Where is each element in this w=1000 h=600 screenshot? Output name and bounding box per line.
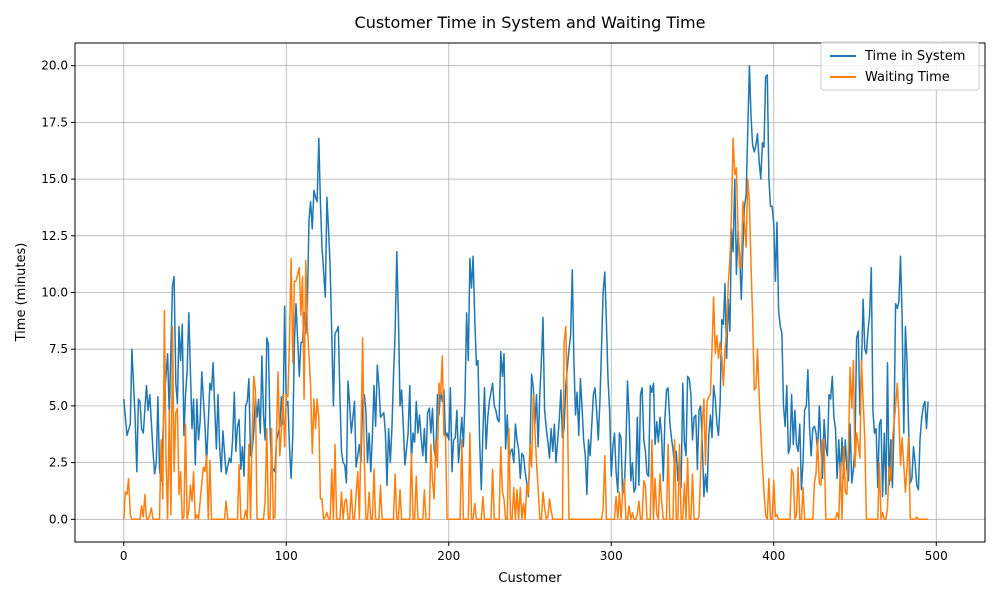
- x-tick-label: 0: [120, 549, 128, 563]
- y-tick-label: 0.0: [49, 512, 68, 526]
- x-tick-label: 500: [925, 549, 948, 563]
- legend: Time in System Waiting Time: [820, 41, 980, 91]
- y-tick-label: 15.0: [41, 172, 68, 186]
- y-tick-label: 10.0: [41, 286, 68, 300]
- x-tick-label: 400: [762, 549, 785, 563]
- series-line-waiting-time: [123, 137, 929, 521]
- series-lines: [123, 64, 929, 521]
- chart-title: Customer Time in System and Waiting Time: [355, 13, 706, 32]
- y-tick-label: 5.0: [49, 399, 68, 413]
- y-tick-label: 12.5: [41, 229, 68, 243]
- y-tick-label: 7.5: [49, 342, 68, 356]
- x-tick-label: 200: [437, 549, 460, 563]
- legend-label-waiting-time: Waiting Time: [865, 70, 950, 85]
- x-tick-label: 300: [600, 549, 623, 563]
- x-axis-label: Customer: [498, 571, 562, 586]
- legend-label-time-in-system: Time in System: [864, 49, 965, 64]
- x-tick-label: 100: [275, 549, 298, 563]
- y-tick-label: 20.0: [41, 59, 68, 73]
- series-line-time-in-system: [123, 64, 929, 498]
- y-tick-label: 2.5: [49, 456, 68, 470]
- y-axis-label: Time (minutes): [14, 243, 29, 343]
- y-grid: [75, 65, 985, 520]
- legend-box: [820, 41, 980, 91]
- y-ticks: 0.0 2.5 5.0 7.5 10.0 12.5 15.0 17.5 20.0: [41, 59, 75, 526]
- y-tick-label: 17.5: [41, 115, 68, 129]
- x-ticks: 0 100 200 300 400 500: [120, 542, 948, 563]
